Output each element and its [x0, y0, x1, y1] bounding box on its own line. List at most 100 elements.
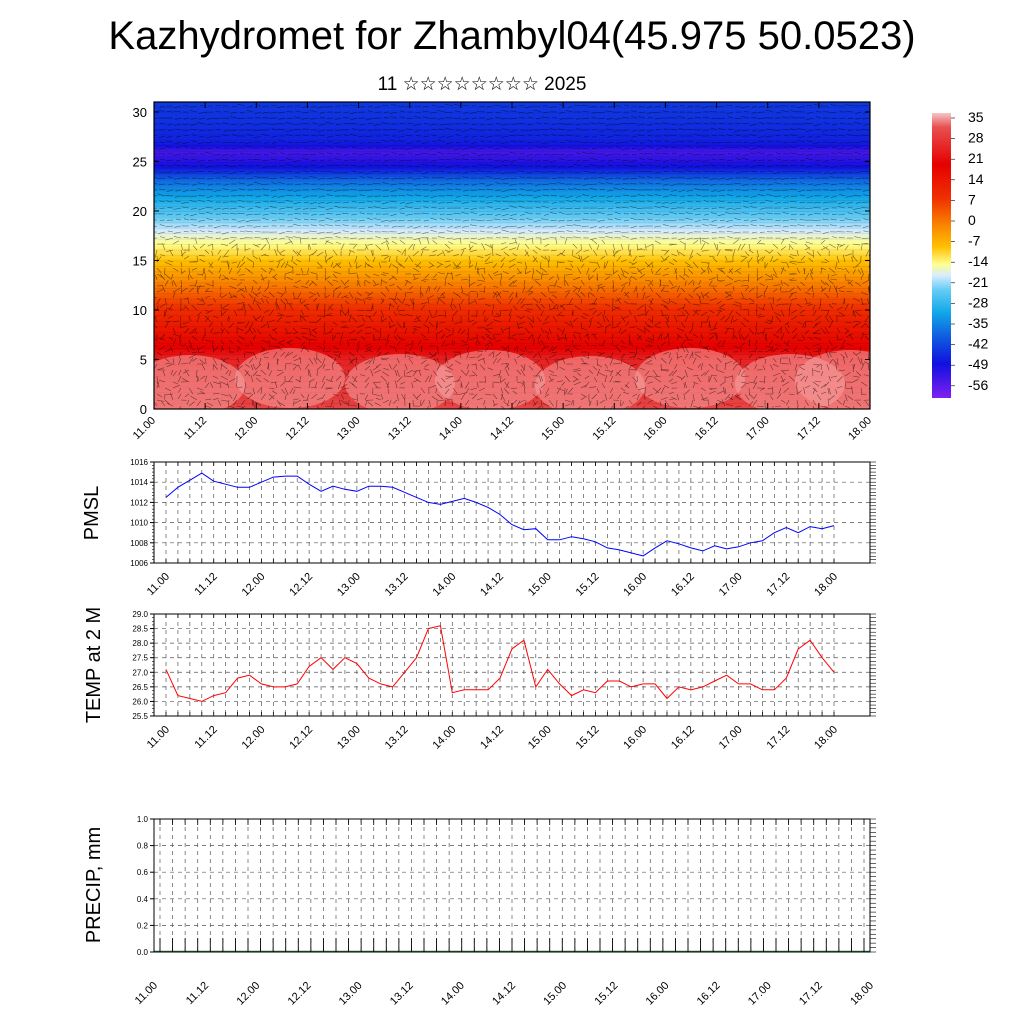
chart-subtitle: 11 ☆☆☆☆☆☆☆☆ 2025 — [377, 74, 587, 95]
temp-series-line — [165, 625, 835, 702]
colorbar-ramp — [932, 113, 951, 398]
temp-x-tick-label: 12.12 — [287, 724, 315, 752]
cross-section-x-tick-label: 11.12 — [182, 415, 209, 442]
precip-axis-label: PRECIP, mm — [83, 827, 105, 943]
temp-x-tick-label: 17.12 — [764, 724, 792, 752]
precip-x-tick-label: 15.12 — [592, 980, 620, 1008]
cross-section-x-tick-label: 17.00 — [744, 415, 772, 443]
temp-x-tick-label: 13.00 — [335, 724, 363, 752]
temp-x-tick-label: 11.12 — [192, 724, 219, 751]
precip-x-tick-label: 14.12 — [490, 980, 518, 1008]
colorbar-label: -56 — [968, 377, 988, 393]
colorbar-label: -49 — [968, 356, 988, 372]
cross-section-x-tick-label: 16.12 — [693, 415, 721, 443]
precip-x-tick-label: 12.00 — [234, 980, 262, 1008]
temp-y-tick-label: 26.0 — [132, 697, 148, 706]
cross-section-y-tick-label: 0 — [140, 402, 147, 417]
precip-panel: 1.0 0.8 0.6 0.4 0.2 0.0 11.00 11.12 12.00 12.12 13… — [83, 815, 876, 1008]
pmsl-x-tick-label: 16.00 — [621, 571, 649, 599]
colorbar-label: 0 — [968, 212, 976, 228]
pmsl-x-tick-label: 17.00 — [717, 571, 745, 599]
cross-section-y-tick-label: 30 — [133, 105, 147, 120]
cross-section-x-tick-label: 13.12 — [386, 415, 414, 443]
colorbar-label: 14 — [968, 171, 984, 187]
temp-y-tick-label: 28.0 — [132, 639, 148, 648]
cross-section-y-tick-label: 20 — [133, 204, 147, 219]
pmsl-x-tick-label: 16.12 — [669, 571, 697, 599]
colorbar-label: -35 — [968, 315, 988, 331]
temp-y-tick-label: 27.0 — [132, 668, 148, 677]
pmsl-x-tick-label: 15.12 — [574, 571, 602, 599]
temp-x-tick-label: 15.00 — [526, 724, 554, 752]
pmsl-x-tick-label: 14.00 — [430, 571, 458, 599]
cross-section-y-tick-label: 10 — [133, 303, 147, 318]
precip-y-tick-label: 0.0 — [137, 948, 149, 957]
cross-section-x-tick-label: 14.00 — [437, 415, 465, 443]
pmsl-y-tick-label: 1008 — [130, 539, 148, 548]
cross-section-x-tick-label: 18.00 — [846, 415, 874, 443]
temp-x-tick-label: 12.00 — [240, 724, 268, 752]
cross-section-x-tick-label: 12.00 — [232, 415, 260, 443]
pmsl-panel: 1016 1014 1012 1010 1008 1006 11.00 11.12 12.00 1… — [81, 458, 876, 599]
precip-x-tick-label: 16.00 — [644, 980, 672, 1008]
temp-y-tick-label: 29.0 — [132, 610, 148, 619]
temp-y-tick-label: 28.5 — [132, 625, 148, 634]
colorbar-label: 7 — [968, 191, 976, 207]
precip-y-tick-label: 0.4 — [137, 895, 149, 904]
colorbar-label: -14 — [968, 253, 988, 269]
colorbar-label: 21 — [968, 150, 984, 166]
precip-x-tick-label: 11.12 — [184, 980, 211, 1007]
temp-y-tick-label: 27.5 — [132, 654, 148, 663]
cross-section-panel: 0 5 10 15 20 25 30 11.00 11.12 12.00 12.12 13.00 13… — [131, 101, 874, 443]
temp-axis-label: TEMP at 2 M — [83, 607, 105, 723]
colorbar-label: -7 — [968, 233, 981, 249]
cross-section-x-tick-label: 13.00 — [335, 415, 363, 443]
colorbar: 35 28 21 14 7 0 -7 -14 -21 -28 -35 -42 -49 -56 — [932, 109, 988, 398]
cross-section-x-tick-label: 15.00 — [539, 415, 567, 443]
cross-section-y-axis: 0 5 10 15 20 25 30 — [133, 105, 870, 417]
precip-y-tick-label: 0.6 — [137, 868, 149, 877]
temp-y-tick-label: 26.5 — [132, 683, 148, 692]
temp-panel: 29.0 28.5 28.0 27.5 27.0 26.5 26.0 25.5 11.00 11.… — [83, 607, 876, 752]
wind-vectors — [154, 103, 870, 409]
cross-section-x-tick-label: 16.00 — [642, 415, 670, 443]
temp-y-tick-label: 25.5 — [132, 712, 148, 721]
chart-title: Kazhydromet for Zhambyl04(45.975 50.0523… — [108, 14, 916, 58]
cross-section-y-tick-label: 25 — [133, 154, 147, 169]
precip-x-tick-label: 16.12 — [695, 980, 723, 1008]
cross-section-x-tick-label: 17.12 — [795, 415, 823, 443]
precip-x-tick-label: 11.00 — [133, 980, 160, 1007]
colorbar-label: 35 — [968, 109, 984, 125]
temp-x-tick-label: 16.00 — [621, 724, 649, 752]
cross-section-x-tick-label: 14.12 — [488, 415, 516, 443]
pmsl-x-tick-label: 18.00 — [812, 571, 840, 599]
temp-x-tick-label: 18.00 — [812, 724, 840, 752]
pmsl-x-tick-label: 14.12 — [478, 571, 506, 599]
temp-x-tick-label: 11.00 — [145, 724, 172, 751]
precip-y-tick-label: 0.8 — [137, 842, 149, 851]
pmsl-x-tick-label: 13.12 — [383, 571, 411, 599]
pmsl-x-tick-label: 13.00 — [335, 571, 363, 599]
precip-y-tick-label: 1.0 — [137, 815, 149, 824]
precip-x-tick-label: 13.00 — [337, 980, 365, 1008]
pmsl-axis-label: PMSL — [81, 486, 103, 540]
cross-section-x-tick-label: 12.12 — [284, 415, 312, 443]
temp-x-tick-label: 13.12 — [383, 724, 411, 752]
pmsl-y-tick-label: 1006 — [130, 559, 148, 568]
pmsl-series-line — [165, 472, 835, 557]
pmsl-x-tick-label: 15.00 — [526, 571, 554, 599]
temp-x-tick-label: 17.00 — [717, 724, 745, 752]
precip-x-tick-label: 12.12 — [286, 980, 314, 1008]
precip-x-tick-label: 17.12 — [797, 980, 825, 1008]
pmsl-y-tick-label: 1012 — [130, 498, 148, 507]
precip-x-tick-label: 18.00 — [848, 980, 876, 1008]
pmsl-x-tick-label: 17.12 — [764, 571, 792, 599]
pmsl-y-tick-label: 1014 — [130, 478, 148, 487]
precip-x-tick-label: 13.12 — [388, 980, 416, 1008]
pmsl-x-tick-label: 12.12 — [287, 571, 315, 599]
cross-section-x-tick-label: 15.12 — [590, 415, 618, 443]
cross-section-x-tick-label: 11.00 — [131, 415, 158, 442]
temp-x-tick-label: 16.12 — [669, 724, 697, 752]
cross-section-y-tick-label: 5 — [140, 352, 147, 367]
